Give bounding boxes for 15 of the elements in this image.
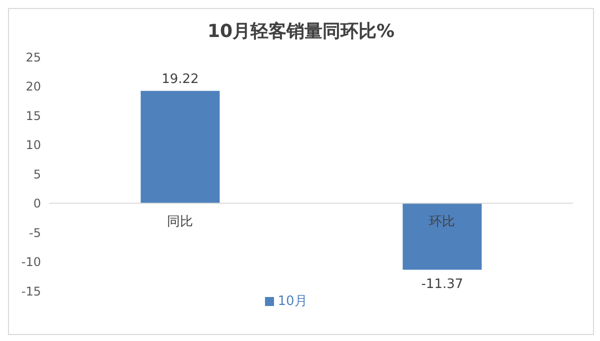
y-tick-label: 10 [26, 138, 41, 152]
data-label: -11.37 [421, 276, 464, 292]
y-tick-label: 0 [33, 196, 41, 211]
y-tick-label: -10 [21, 255, 41, 270]
y-tick-label: 20 [26, 80, 41, 94]
x-tick-label: 同比 [167, 214, 193, 230]
y-tick-label: 5 [33, 167, 41, 182]
y-tick-label: -15 [21, 284, 41, 298]
x-tick-label: 环比 [429, 214, 455, 230]
chart-title: 10月轻客销量同环比% [206, 20, 396, 43]
data-label: 19.22 [162, 72, 199, 87]
y-tick-label: 15 [26, 108, 41, 123]
y-tick-label: 25 [26, 50, 41, 64]
legend-label: 10月 [278, 294, 308, 309]
y-tick-label: -5 [29, 226, 41, 240]
